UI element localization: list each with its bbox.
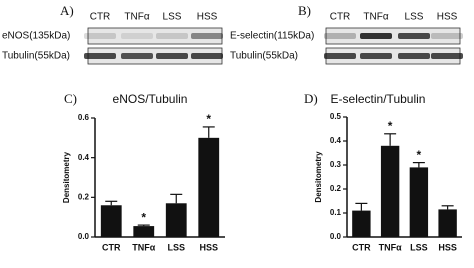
row-label: E-selectin(115kDa): [230, 31, 314, 42]
y-axis-label: Densitometry: [62, 151, 71, 203]
bar: [198, 137, 220, 237]
lane-label: CTR: [90, 12, 111, 23]
blot-band: [431, 33, 463, 39]
blot-band: [121, 53, 153, 59]
lane-label: TNFα: [124, 12, 149, 23]
y-tick-label: 0.5: [330, 112, 342, 121]
x-tick-label: TNFα: [379, 242, 402, 252]
y-tick-label: 0.3: [330, 160, 342, 169]
blot-band: [324, 53, 356, 59]
blot-band: [191, 53, 223, 59]
blot-band: [156, 33, 188, 39]
y-tick-label: 0.2: [330, 184, 342, 193]
blot-band: [84, 53, 116, 59]
bar: [165, 203, 187, 237]
y-tick-label: 0.2: [78, 192, 90, 201]
bar: [133, 226, 155, 237]
lane-label: TNFα: [363, 12, 388, 23]
x-tick-label: CTR: [102, 242, 121, 252]
y-tick-label: 0.4: [330, 136, 342, 145]
bar: [409, 167, 429, 237]
blot-band: [398, 53, 430, 59]
significance: *: [388, 119, 393, 133]
x-tick-label: TNFα: [132, 242, 155, 252]
panel-label: A): [60, 3, 74, 18]
y-axis-label: Densitometry: [314, 151, 323, 203]
blot-band: [398, 33, 430, 39]
blot-band: [360, 53, 392, 59]
bar: [438, 209, 457, 237]
significance: *: [141, 210, 146, 224]
chart-title: E-selectin/Tubulin: [331, 92, 426, 106]
y-tick-label: 0.6: [78, 113, 90, 122]
lane-label: LSS: [163, 12, 182, 23]
x-tick-label: HSS: [199, 242, 218, 252]
significance: *: [206, 112, 211, 126]
blot-band: [121, 33, 153, 39]
blot-band: [84, 33, 116, 39]
row-label: Tubulin(55kDa): [230, 51, 298, 62]
panel-label: B): [298, 3, 311, 18]
y-tick-label: 0.0: [78, 232, 90, 241]
y-tick-label: 0.0: [330, 232, 342, 241]
x-tick-label: LSS: [410, 242, 428, 252]
bar: [380, 145, 400, 237]
row-label: eNOS(135kDa): [2, 31, 70, 42]
blot-band: [191, 33, 223, 39]
row-label: Tubulin(55kDa): [2, 51, 70, 62]
y-tick-label: 0.4: [78, 153, 90, 162]
bar: [352, 210, 371, 237]
lane-label: CTR: [330, 12, 351, 23]
lane-label: HSS: [197, 12, 218, 23]
blot-strip: [325, 27, 461, 45]
lane-label: LSS: [405, 12, 424, 23]
blot-band: [156, 53, 188, 59]
x-tick-label: LSS: [167, 242, 185, 252]
lane-label: HSS: [437, 12, 458, 23]
bar: [100, 205, 122, 237]
significance: *: [417, 148, 422, 162]
x-tick-label: CTR: [352, 242, 371, 252]
panel-label: D): [304, 91, 318, 106]
x-tick-label: HSS: [438, 242, 457, 252]
blot-strip: [87, 27, 223, 45]
blot-band: [360, 33, 392, 39]
panel-label: C): [64, 91, 77, 106]
blot-band: [324, 33, 356, 39]
y-tick-label: 0.1: [330, 208, 342, 217]
chart-title: eNOS/Tubulin: [113, 92, 188, 106]
blot-band: [431, 53, 463, 59]
